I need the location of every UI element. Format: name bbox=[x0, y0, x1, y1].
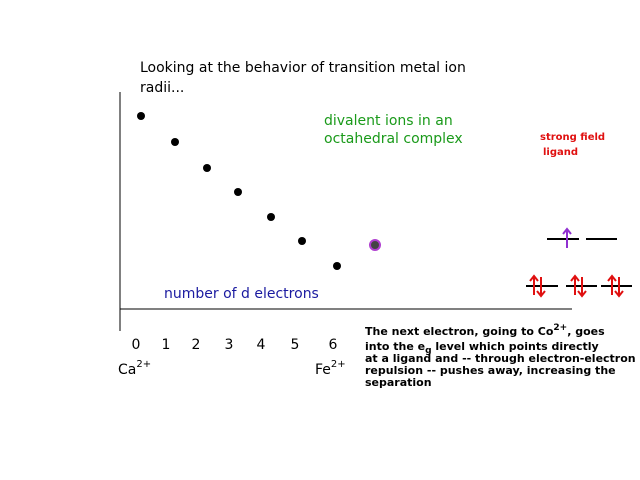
annotation-line: repulsion -- pushes away, increasing the bbox=[365, 364, 616, 377]
ion-symbol: Ca bbox=[118, 362, 136, 378]
ion-symbol: Fe bbox=[315, 362, 331, 378]
x-label: 2 bbox=[192, 337, 201, 353]
superscript: 2+ bbox=[553, 323, 567, 333]
ion-label: Fe2+ bbox=[315, 359, 346, 378]
title-line: Looking at the behavior of transition me… bbox=[140, 60, 466, 76]
text: level which points directly bbox=[432, 340, 599, 353]
x-label: 1 bbox=[162, 337, 171, 353]
text: The next electron, going to Co bbox=[365, 325, 554, 338]
point bbox=[203, 164, 211, 172]
point bbox=[333, 262, 341, 270]
text: into the e bbox=[365, 340, 425, 353]
annotation-line: separation bbox=[365, 376, 432, 389]
x-label: 6 bbox=[329, 337, 338, 353]
x-label: 5 bbox=[291, 337, 300, 353]
complex-label: octahedral complex bbox=[324, 131, 463, 147]
point bbox=[234, 188, 242, 196]
subscript: g bbox=[425, 346, 431, 356]
annotation-line: at a ligand and -- through electron-elec… bbox=[365, 352, 636, 365]
text: , goes bbox=[567, 325, 605, 338]
ligand-label: strong field bbox=[540, 132, 605, 143]
annotation-line: The next electron, going to Co2+, goes bbox=[365, 323, 605, 338]
x-labels: 0 1 2 3 4 5 6 bbox=[132, 337, 338, 353]
points bbox=[137, 112, 341, 270]
t2g-electrons bbox=[529, 274, 624, 298]
ligand-label: ligand bbox=[543, 147, 578, 158]
point bbox=[267, 213, 275, 221]
ion-charge: 2+ bbox=[331, 359, 346, 370]
ion-label: Ca2+ bbox=[118, 359, 151, 378]
x-label: 4 bbox=[257, 337, 266, 353]
highlight-point bbox=[369, 239, 381, 251]
point bbox=[171, 138, 179, 146]
complex-label: divalent ions in an bbox=[324, 113, 453, 129]
title-line: radii... bbox=[140, 80, 184, 96]
x-label: 3 bbox=[225, 337, 234, 353]
point bbox=[137, 112, 145, 120]
point bbox=[298, 237, 306, 245]
ion-charge: 2+ bbox=[136, 359, 151, 370]
x-label: 0 bbox=[132, 337, 141, 353]
axis-label: number of d electrons bbox=[164, 286, 319, 302]
annotation: The next electron, going to Co2+, goes i… bbox=[365, 323, 636, 389]
annotation-line: into the eg level which points directly bbox=[365, 340, 599, 356]
eg-electron bbox=[562, 227, 572, 248]
